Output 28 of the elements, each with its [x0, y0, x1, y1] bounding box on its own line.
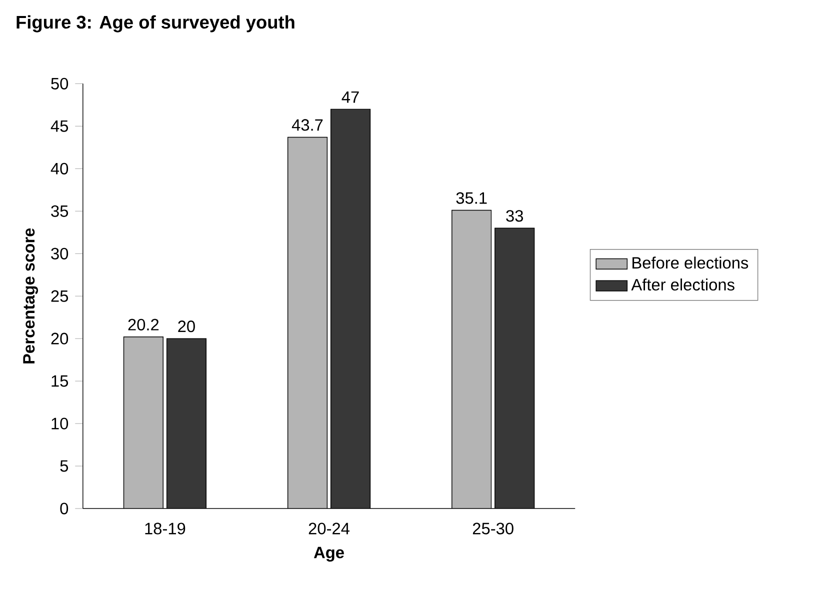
x-tick-label: 18-19 [145, 522, 186, 534]
bar [124, 336, 164, 509]
y-tick-label: 40 [50, 162, 68, 174]
legend-label: Before elections [632, 256, 748, 269]
y-tick-label: 25 [51, 290, 68, 302]
y-tick-label: 15 [52, 375, 68, 387]
bar [452, 210, 492, 509]
legend-label: After elections [631, 278, 734, 291]
data-label: 43.7 [292, 119, 323, 131]
x-tick-label: 20-24 [308, 522, 350, 534]
y-tick-label: 50 [51, 78, 68, 90]
x-axis-title: Age [314, 546, 344, 562]
data-label: 35.1 [456, 192, 487, 204]
y-axis-title: Percentage score [23, 228, 38, 364]
y-tick-label: 5 [60, 460, 68, 472]
y-tick-label: 35 [51, 205, 68, 217]
bar [288, 137, 328, 509]
data-label: 20 [178, 320, 195, 332]
x-tick-label: 25-30 [472, 522, 514, 534]
y-tick-label: 0 [60, 502, 68, 514]
data-label: 20.2 [128, 318, 159, 330]
y-tick-label: 45 [50, 120, 68, 132]
y-tick-label: 30 [51, 248, 68, 260]
chart-title: Figure 3: Age of surveyed youth [16, 15, 294, 32]
data-label: 47 [342, 91, 359, 103]
y-tick-label: 20 [51, 332, 68, 344]
y-tick-label: 10 [52, 418, 68, 430]
data-label: 33 [506, 210, 523, 222]
